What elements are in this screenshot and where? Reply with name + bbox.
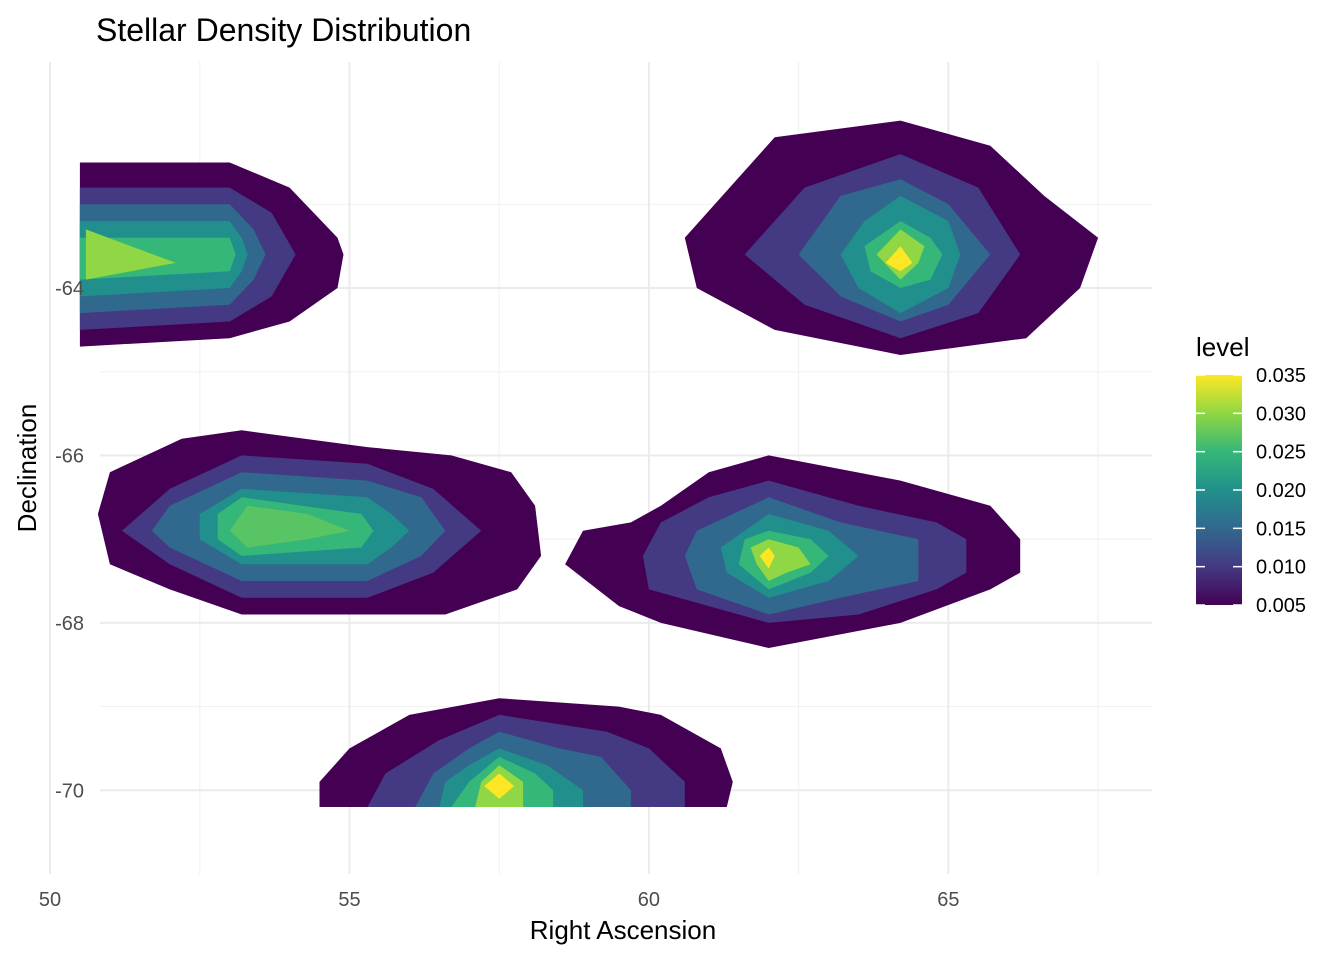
x-axis-title: Right Ascension [530,915,716,945]
legend-label: 0.025 [1256,442,1306,464]
density-cluster-1 [79,162,344,347]
legend: level 0.005 0.010 0.015 0.020 0.025 0.030 0.03… [1196,332,1306,617]
legend-label: 0.005 [1256,595,1306,617]
contour-band-0.027 [229,505,350,548]
y-axis-ticks: -70 -68 -66 -64 [55,278,84,802]
legend-label: 0.030 [1256,403,1306,425]
legend-label: 0.010 [1256,557,1306,579]
legend-label: 0.015 [1256,518,1306,540]
contour-layer [79,120,1099,807]
y-tick-label: -68 [55,613,84,635]
legend-label: 0.035 [1256,365,1306,387]
legend-ticks: 0.005 0.010 0.015 0.020 0.025 0.030 0.035 [1196,365,1306,617]
contour-band-0.03 [750,539,811,581]
contour-band-0.03 [85,229,176,280]
chart-title: Stellar Density Distribution [96,12,471,48]
x-tick-label: 60 [638,889,660,911]
legend-label: 0.020 [1256,480,1306,502]
contour-band-0.035 [484,773,515,799]
y-axis-title: Declination [12,404,42,533]
contour-band-0.035 [759,547,775,569]
x-axis-ticks: 50 55 60 65 [39,889,960,911]
legend-title: level [1196,332,1249,362]
contour-band-0.035 [885,246,913,272]
y-tick-label: -70 [55,780,84,802]
x-tick-label: 50 [39,889,61,911]
y-tick-label: -64 [55,278,84,300]
density-cluster-3 [97,430,542,615]
x-tick-label: 65 [937,889,959,911]
x-tick-label: 55 [338,889,360,911]
density-cluster-5 [319,698,733,807]
density-cluster-2 [684,120,1099,355]
density-cluster-4 [565,455,1021,648]
y-tick-label: -66 [55,445,84,467]
